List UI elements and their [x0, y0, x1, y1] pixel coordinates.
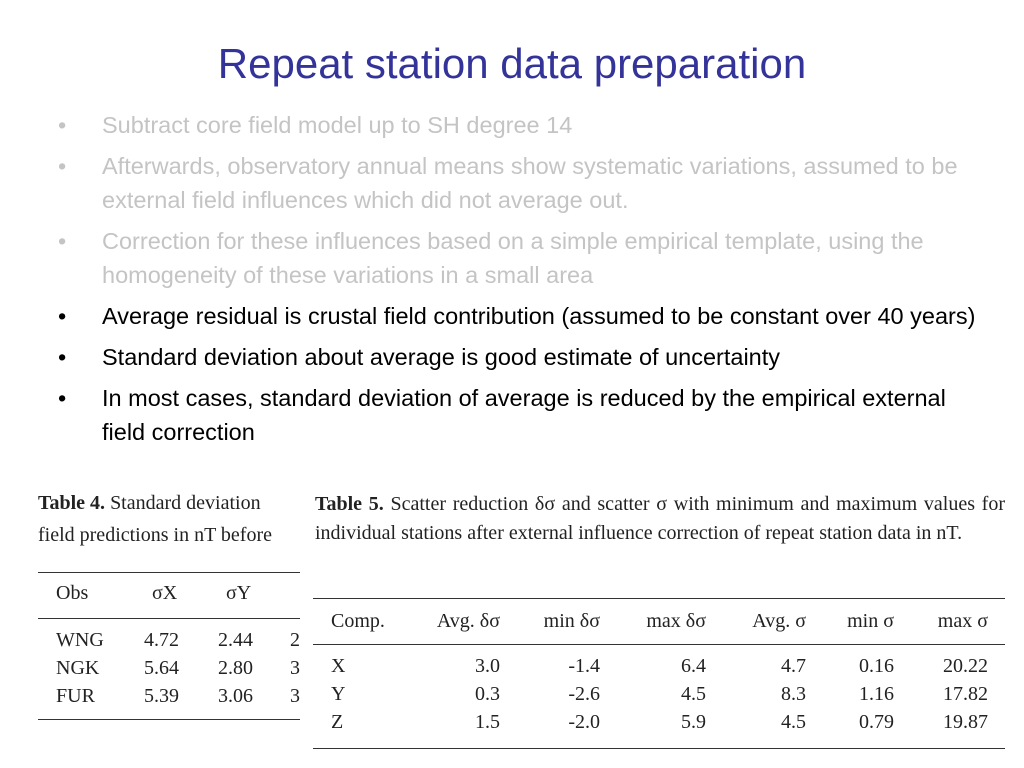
table-5-header-rule	[313, 644, 1005, 645]
table-cell: 0.3	[475, 683, 500, 705]
bullet-dot: •	[58, 344, 67, 370]
bullet-text: Afterwards, observatory annual means sho…	[102, 153, 958, 213]
table-4: Table 4. Standard deviation field predic…	[38, 486, 300, 726]
table-cell: 1.16	[859, 683, 894, 705]
table-4-label: Table 4.	[38, 492, 106, 514]
table-cell: NGK	[56, 657, 100, 679]
table-5: Table 5. Scatter reduction δσ and scatte…	[300, 488, 1024, 768]
table-row: NGK 5.64 2.80 3	[38, 657, 300, 683]
table-5-bottom-rule	[313, 748, 1005, 749]
table-cell: WNG	[56, 629, 104, 651]
table-cell: 5.64	[144, 657, 179, 679]
table-cell: 5.9	[681, 711, 706, 733]
table-5-top-rule	[313, 598, 1005, 599]
table-cell: FUR	[56, 685, 95, 707]
table-cell: -1.4	[568, 655, 600, 677]
table-cell: 3	[290, 657, 300, 679]
table-cell: 3	[290, 685, 300, 707]
table-5-caption: Table 5. Scatter reduction δσ and scatte…	[315, 490, 1005, 548]
table-cell: 6.4	[681, 655, 706, 677]
table-row: X 3.0 -1.4 6.4 4.7 0.16 20.22	[300, 655, 1024, 681]
table-cell: 4.5	[681, 683, 706, 705]
bullet-item: • Subtract core field model up to SH degr…	[58, 108, 988, 142]
table-cell: 2.44	[218, 629, 253, 651]
table-cell: 1.5	[475, 711, 500, 733]
table-4-top-rule	[38, 572, 300, 573]
table-cell: 8.3	[781, 683, 806, 705]
table-5-header: Avg. σ	[752, 610, 806, 632]
table-cell: -2.0	[568, 711, 600, 733]
table-cell: 2.80	[218, 657, 253, 679]
table-cell: -2.6	[568, 683, 600, 705]
table-cell: 0.16	[859, 655, 894, 677]
table-row: FUR 5.39 3.06 3	[38, 685, 300, 711]
bullet-list: • Subtract core field model up to SH degr…	[58, 108, 988, 456]
table-cell: 2	[290, 629, 300, 651]
bullet-item: • Correction for these influences based o…	[58, 224, 988, 292]
table-cell: Y	[331, 683, 346, 705]
slide-title: Repeat station data preparation	[217, 40, 807, 87]
table-cell: 4.72	[144, 629, 179, 651]
table-4-header-rule	[38, 618, 300, 619]
table-cell: Z	[331, 711, 344, 733]
table-cell: 5.39	[144, 685, 179, 707]
table-cell: 17.82	[943, 683, 988, 705]
table-cell: 20.22	[943, 655, 988, 677]
table-5-label: Table 5.	[315, 493, 384, 515]
bullet-dot: •	[58, 228, 67, 254]
bullet-text: Average residual is crustal field contri…	[102, 303, 976, 329]
table-5-caption-text: Scatter reduction δσ and scatter σ with …	[315, 493, 1006, 544]
table-cell: 3.06	[218, 685, 253, 707]
table-5-header: max δσ	[646, 610, 706, 632]
table-5-header: Comp.	[331, 610, 385, 632]
table-4-header: σX	[152, 582, 178, 604]
table-cell: X	[331, 655, 346, 677]
table-4-caption-line2: field predictions in nT before	[38, 524, 273, 546]
table-row: Y 0.3 -2.6 4.5 8.3 1.16 17.82	[300, 683, 1024, 709]
table-cell: 4.7	[781, 655, 806, 677]
bullet-dot: •	[58, 112, 67, 138]
table-cell: 4.5	[781, 711, 806, 733]
table-cell: 0.79	[859, 711, 894, 733]
table-4-caption-line1: Table 4. Standard deviation	[38, 488, 300, 518]
table-5-header: min δσ	[543, 610, 600, 632]
table-row: Z 1.5 -2.0 5.9 4.5 0.79 19.87	[300, 711, 1024, 737]
bullet-text: Correction for these influences based on…	[102, 228, 924, 288]
bullet-dot: •	[58, 303, 67, 329]
bullet-item: • Afterwards, observatory annual means sh…	[58, 149, 988, 217]
table-5-header: min σ	[847, 610, 894, 632]
table-4-header: Obs	[56, 582, 89, 604]
bullet-item: • Average residual is crustal field contr…	[58, 299, 988, 333]
table-4-header: σY	[226, 582, 252, 604]
table-cell: 19.87	[943, 711, 988, 733]
table-row: WNG 4.72 2.44 2	[38, 629, 300, 655]
table-4-bottom-rule	[38, 719, 300, 720]
table-5-header: Avg. δσ	[436, 610, 500, 632]
bullet-item: • Standard deviation about average is goo…	[58, 340, 988, 374]
bullet-text: Subtract core field model up to SH degre…	[102, 112, 573, 138]
bullet-dot: •	[58, 385, 67, 411]
bullet-text: In most cases, standard deviation of ave…	[102, 385, 946, 445]
table-cell: 3.0	[475, 655, 500, 677]
bullet-text: Standard deviation about average is good…	[102, 344, 781, 370]
table-5-header: max σ	[937, 610, 988, 632]
table-4-header-row: Obs σX σY	[38, 582, 300, 608]
bullet-item: • In most cases, standard deviation of av…	[58, 381, 988, 449]
bullet-dot: •	[58, 153, 67, 179]
table-5-header-row: Comp. Avg. δσ min δσ max δσ Avg. σ min σ…	[300, 610, 1024, 636]
table-4-caption-text: Standard deviation	[110, 492, 261, 514]
